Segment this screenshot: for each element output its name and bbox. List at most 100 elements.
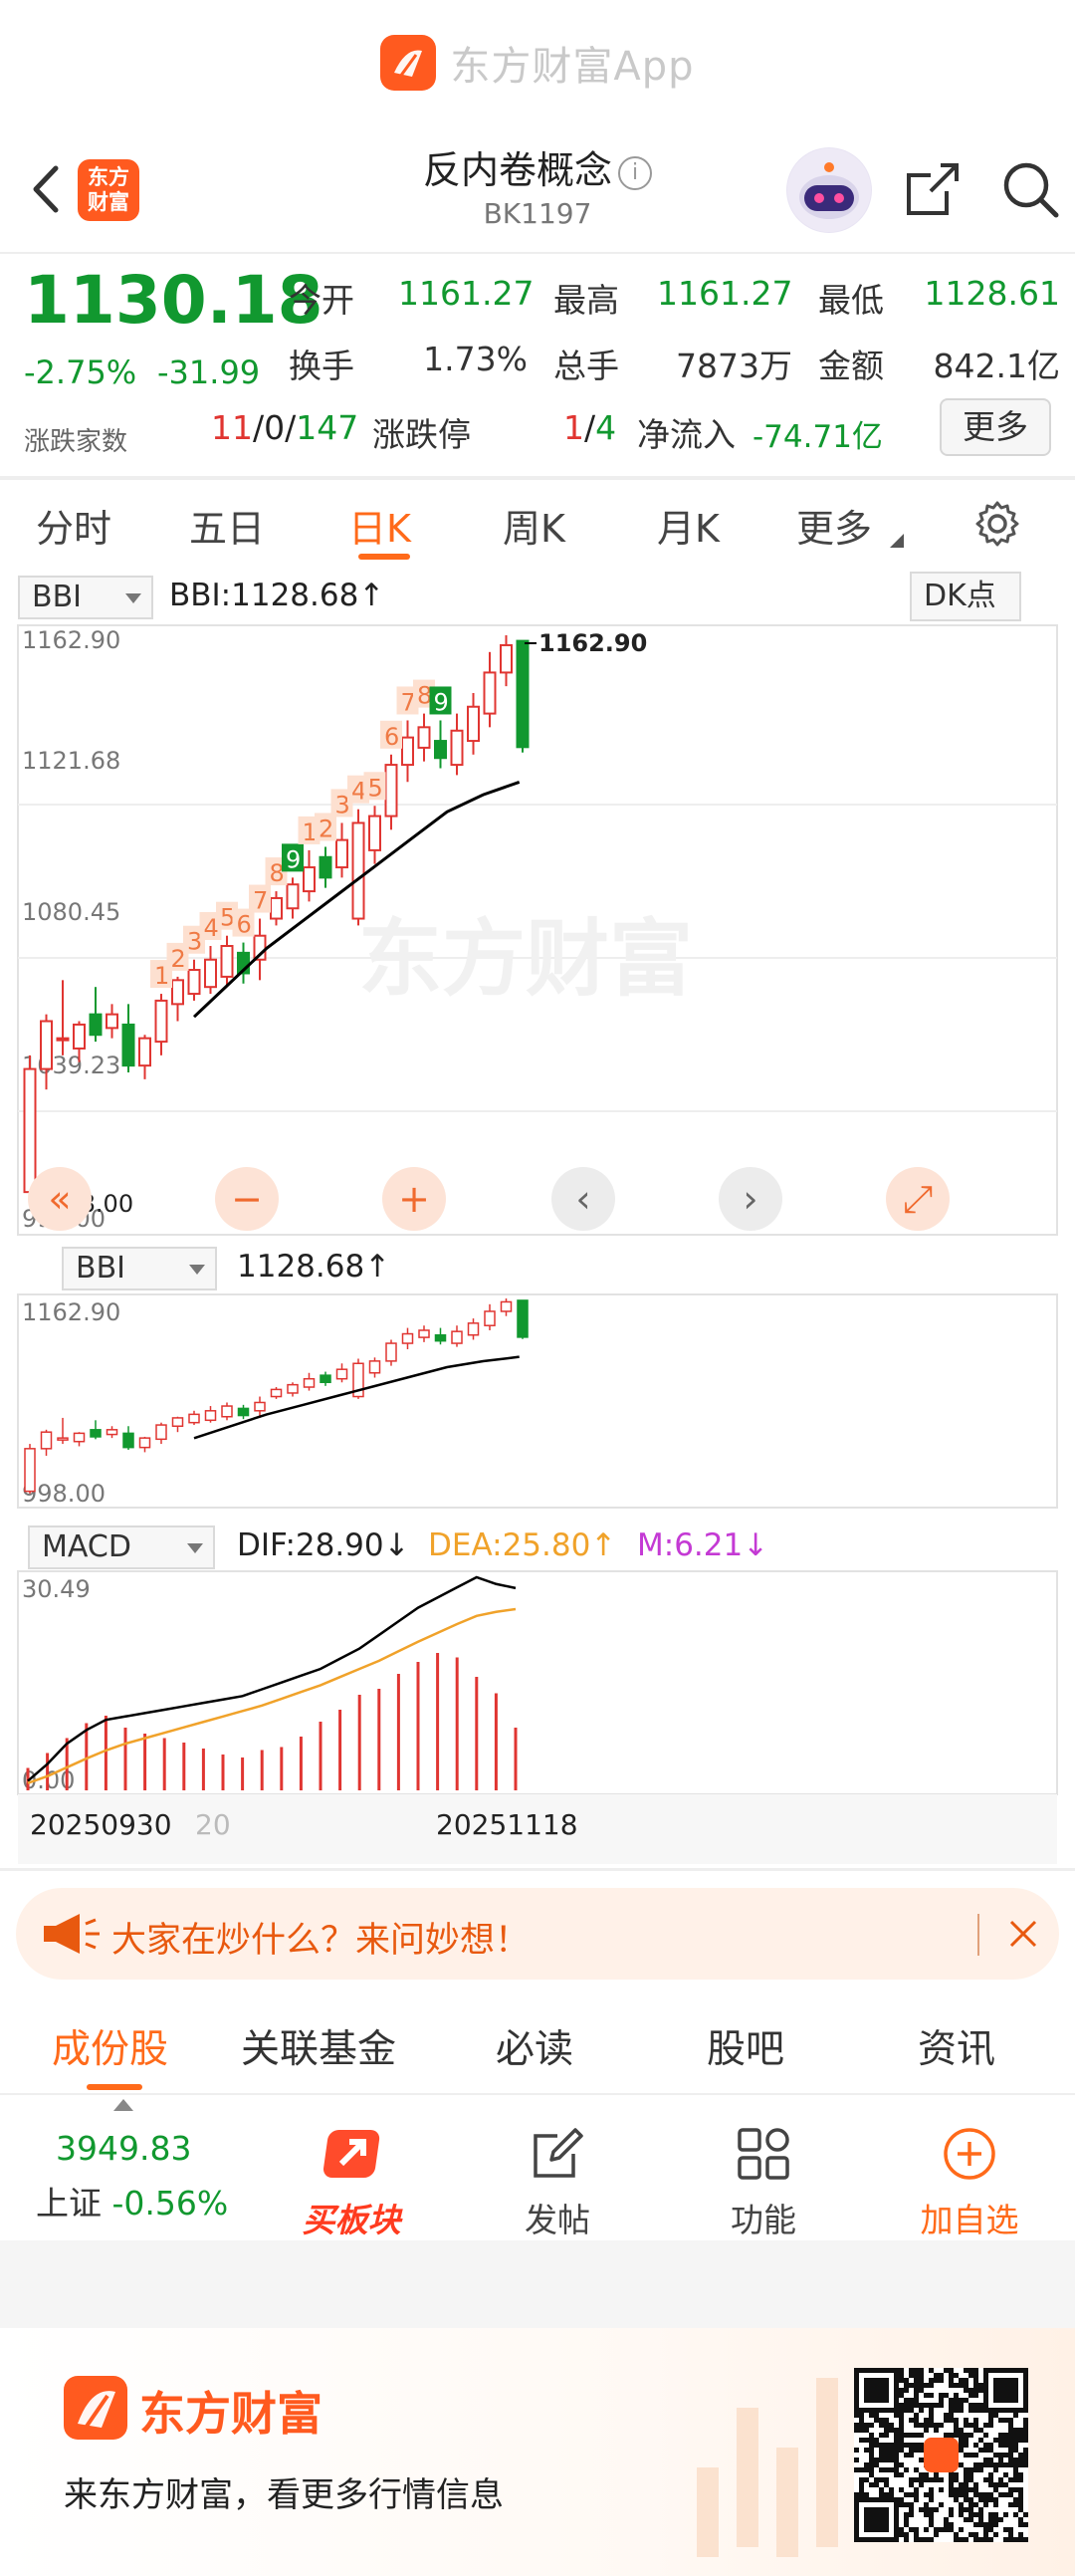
tab-more[interactable]: 更多: [796, 507, 873, 551]
pan-left-icon[interactable]: «: [48, 1177, 71, 1221]
buy-block-label: 买板块: [302, 2201, 401, 2239]
tab-news[interactable]: 资讯: [918, 2027, 996, 2072]
assistant-robot-icon[interactable]: [786, 147, 872, 233]
qr-module: [993, 2522, 998, 2527]
shanghai-index[interactable]: 上证 -0.56%: [36, 2177, 228, 2225]
qr-module: [964, 2517, 968, 2522]
tab-must-read[interactable]: 必读: [496, 2027, 574, 2072]
tab-monthly-k[interactable]: 月K: [657, 507, 720, 551]
search-icon[interactable]: [998, 157, 1062, 221]
sub-candle: [401, 1332, 414, 1344]
shanghai-index-value[interactable]: 3949.83: [56, 2129, 192, 2168]
td-label: 2: [319, 815, 333, 842]
qr-module: [904, 2517, 909, 2522]
td-label: 5: [368, 774, 383, 802]
tab-intraday[interactable]: 分时: [36, 507, 112, 551]
next-icon[interactable]: ›: [743, 1177, 757, 1221]
qr-module: [1008, 2443, 1013, 2448]
qr-module: [983, 2433, 988, 2438]
limit-label: 涨跌停: [372, 415, 471, 454]
qr-module: [879, 2418, 884, 2423]
qr-module: [929, 2487, 934, 2492]
qr-module: [1018, 2472, 1023, 2477]
watermark: 东方财富: [358, 910, 693, 1008]
next-button[interactable]: [719, 1167, 782, 1231]
qr-module: [949, 2487, 954, 2492]
tab-constituents[interactable]: 成份股: [52, 2027, 169, 2072]
sub-candle: [171, 1417, 184, 1427]
dk-point-button[interactable]: DK点: [910, 572, 1021, 621]
qr-module: [859, 2438, 864, 2443]
qr-module: [1018, 2502, 1023, 2507]
macd-indicator-select[interactable]: MACD: [28, 1525, 215, 1569]
qr-module: [1018, 2497, 1023, 2502]
amount-value: 842.1亿: [933, 347, 1060, 385]
tab-daily-k[interactable]: 日K: [348, 507, 411, 551]
qr-module: [869, 2458, 874, 2462]
close-icon[interactable]: [1007, 1918, 1039, 1950]
qr-module: [1003, 2443, 1008, 2448]
zoom-in-button[interactable]: [382, 1167, 446, 1231]
kline-chart-svg[interactable]: 1162.901121.681080.451039.23998.00东方财富12…: [0, 570, 1075, 1874]
share-icon[interactable]: [901, 157, 965, 221]
qr-module: [889, 2458, 894, 2462]
qr-module: [1018, 2433, 1023, 2438]
zoom-out-icon[interactable]: −: [231, 1177, 263, 1221]
gear-icon[interactable]: [971, 498, 1023, 550]
qr-module: [869, 2467, 874, 2472]
kline-chart-area[interactable]: 1162.901121.681080.451039.23998.00东方财富12…: [0, 570, 1075, 1874]
qr-module: [968, 2472, 973, 2477]
qr-module: [914, 2448, 919, 2453]
sub-candle: [24, 1448, 36, 1493]
expand-arrow-icon[interactable]: [113, 2099, 133, 2111]
qr-module: [968, 2532, 973, 2537]
qr-module: [914, 2423, 919, 2428]
prev-button[interactable]: [551, 1167, 615, 1231]
qr-module: [1008, 2537, 1013, 2542]
qr-module: [988, 2517, 993, 2522]
volume-label: 总手: [553, 347, 619, 385]
y-axis-label: 1121.68: [22, 747, 120, 775]
zoom-in-icon[interactable]: +: [398, 1177, 430, 1221]
qr-module: [973, 2522, 978, 2527]
qr-module: [854, 2428, 859, 2433]
back-arrow-icon[interactable]: [22, 154, 72, 224]
qr-module: [934, 2472, 939, 2477]
ask-banner[interactable]: 大家在炒什么？来问妙想！: [16, 1888, 1059, 1980]
qr-module: [1013, 2433, 1018, 2438]
qr-module: [874, 2438, 879, 2443]
candle: [417, 726, 431, 749]
qr-module: [983, 2522, 988, 2527]
pan-left-button[interactable]: [28, 1167, 92, 1231]
fullscreen-icon[interactable]: ⤢: [903, 1177, 933, 1221]
sub-indicator-select[interactable]: BBI: [62, 1247, 217, 1290]
qr-module: [899, 2472, 904, 2477]
open-label: 今开: [289, 281, 354, 320]
more-stats-button[interactable]: 更多: [940, 398, 1051, 456]
qr-module: [983, 2537, 988, 2542]
qr-module: [909, 2373, 914, 2378]
tab-weekly-k[interactable]: 周K: [503, 507, 565, 551]
tab-forum[interactable]: 股吧: [707, 2027, 785, 2072]
qr-module: [973, 2482, 978, 2487]
qr-module: [1023, 2438, 1028, 2443]
qr-module: [939, 2393, 944, 2398]
qr-module: [944, 2517, 949, 2522]
zoom-out-button[interactable]: [215, 1167, 279, 1231]
qr-module: [899, 2443, 904, 2448]
info-icon[interactable]: i: [618, 155, 652, 190]
main-indicator-select[interactable]: BBI: [18, 576, 153, 619]
ask-text: 大家在炒什么？来问妙想！: [111, 1921, 531, 1961]
qr-module: [914, 2368, 919, 2373]
tab-related-funds[interactable]: 关联基金: [241, 2027, 397, 2072]
qr-module: [929, 2383, 934, 2388]
prev-icon[interactable]: ‹: [575, 1177, 590, 1221]
qr-module: [919, 2403, 924, 2408]
qr-module: [914, 2532, 919, 2537]
qr-module: [864, 2438, 869, 2443]
tab-five-day[interactable]: 五日: [189, 507, 266, 551]
qr-module: [998, 2433, 1003, 2438]
qr-module: [914, 2487, 919, 2492]
fullscreen-button[interactable]: [886, 1167, 950, 1231]
brand-logo-icon: [380, 34, 437, 91]
